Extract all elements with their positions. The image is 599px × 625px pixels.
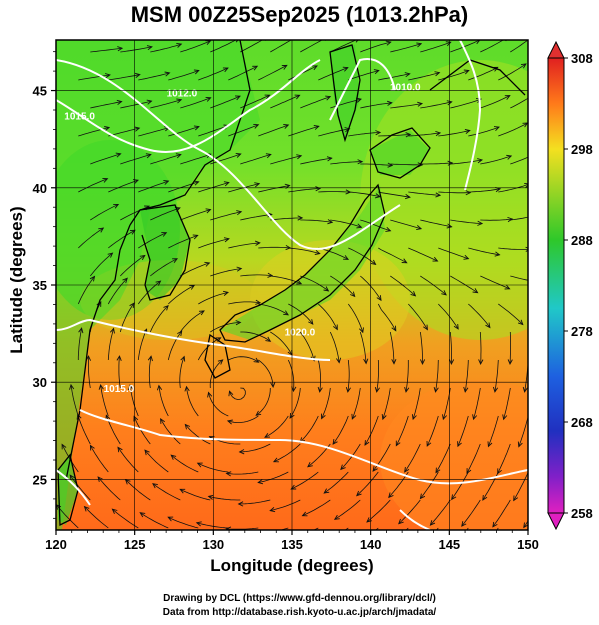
colorbar-body <box>547 57 565 514</box>
isobar-labels: 1015.0 1012.0 1020.0 1015.0 1010.0 <box>64 83 421 395</box>
isobar-label: 1015.0 <box>64 112 95 123</box>
longitude-axis: 120 125 130 135 140 145 150 <box>45 530 539 552</box>
colorbar-tick-label: 288 <box>571 233 593 248</box>
colorbar-tick-label: 278 <box>571 324 593 339</box>
lon-tick-label: 145 <box>438 537 460 552</box>
lat-tick-label: 35 <box>33 278 47 293</box>
lon-tick-label: 135 <box>281 537 303 552</box>
x-axis-label: Longitude (degrees) <box>210 556 374 575</box>
coastlines <box>57 40 526 527</box>
colorbar-tick-label: 258 <box>571 506 593 521</box>
credit-drawing: Drawing by DCL (https://www.gfd-dennou.o… <box>163 593 436 604</box>
lon-tick-label: 120 <box>45 537 67 552</box>
lat-lon-grid <box>56 40 528 530</box>
colorbar: 308 298 288 278 268 258 <box>547 40 593 531</box>
taiwan-island <box>58 455 78 525</box>
colorbar-min-arrow <box>547 512 565 531</box>
credit-data: Data from http://database.rish.kyoto-u.a… <box>162 607 437 618</box>
lon-tick-label: 125 <box>124 537 146 552</box>
lat-tick-label: 30 <box>33 375 47 390</box>
y-axis-label: Latitude (degrees) <box>7 206 26 354</box>
latitude-axis: 25 30 35 40 45 <box>33 51 56 519</box>
colorbar-tick-label: 298 <box>571 142 593 157</box>
colorbar-tick-label: 268 <box>571 415 593 430</box>
lon-tick-label: 130 <box>202 537 224 552</box>
lon-tick-label: 150 <box>517 537 539 552</box>
colorbar-tick-label: 308 <box>571 51 593 66</box>
isobar-label: 1010.0 <box>390 83 421 94</box>
map-title: MSM 00Z25Sep2025 (1013.2hPa) <box>130 2 469 27</box>
isobar-label: 1012.0 <box>167 88 198 99</box>
lat-tick-label: 45 <box>33 84 47 99</box>
isobar-label: 1015.0 <box>104 384 135 395</box>
temperature-field <box>56 40 528 530</box>
hokkaido-island <box>370 130 430 175</box>
colorbar-max-arrow <box>547 40 565 59</box>
korean-peninsula <box>140 205 190 300</box>
lat-tick-label: 25 <box>33 472 47 487</box>
lon-tick-label: 140 <box>360 537 382 552</box>
isobars <box>56 40 528 530</box>
isobar-label: 1020.0 <box>285 328 316 339</box>
lat-tick-label: 40 <box>33 181 47 196</box>
